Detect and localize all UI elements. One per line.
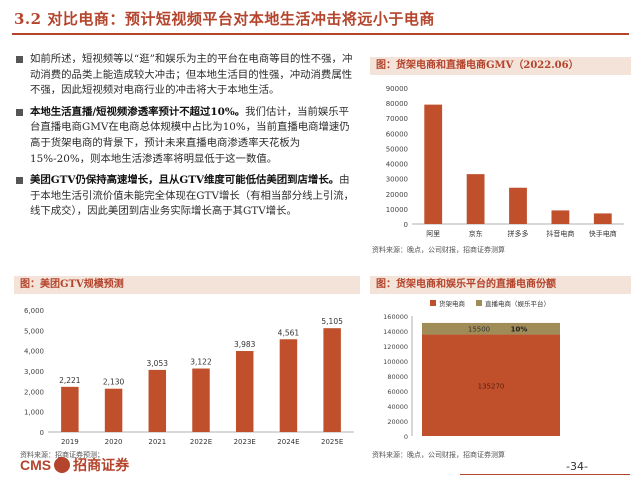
data-label: 3,053	[147, 359, 169, 368]
gtv-chart-title: 图：美团GTV规模预测	[14, 276, 360, 294]
page-number: -34-	[566, 460, 588, 473]
bar-2020	[104, 388, 123, 432]
bullet-item: 本地生活直播/短视频渗透率预计不超过10%。我们估计，当前娱乐平台直播电商GMV…	[16, 105, 358, 167]
bar-京东	[466, 174, 485, 224]
data-label: 2,130	[103, 378, 125, 387]
x-tick-label: 京东	[469, 229, 483, 238]
bar-2023E	[235, 351, 254, 432]
x-tick-label: 2023E	[234, 438, 256, 446]
data-label: 3,122	[190, 358, 212, 367]
data-label: 2,221	[59, 376, 81, 385]
segment-share-label: 10%	[511, 326, 528, 334]
legend-label-live: 直播电商（娱乐平台）	[485, 299, 550, 308]
bullet-list: 如前所述，短视频等以“逛”和娱乐为主的平台在电商等目的性不强，冲动消费的品类上能…	[16, 52, 358, 226]
bullet-text: 由于本地生活引流价值未能完全体现在GTV增长（有相当部分线上引流，线下成交），因…	[30, 174, 355, 218]
y-tick-label: 70000	[386, 115, 408, 123]
gmv-source-note: 资料来源：晚点，公司财报，招商证券测算	[372, 246, 505, 254]
y-tick-label: 50000	[386, 145, 408, 153]
y-tick-label: 0	[404, 433, 408, 441]
square-bullet-icon	[16, 108, 23, 116]
square-bullet-icon	[16, 177, 23, 185]
share-stacked-chart: 货架电商 直播电商（娱乐平台） 0 20000 40000 60000 80000 10000…	[383, 299, 560, 441]
bullet-text: 我们估计，当前娱乐平台直播电商GMV在电商总体规模中占比为10%，当前直播电商增…	[30, 105, 350, 165]
bar-拼多多	[509, 187, 527, 224]
y-tick-label: 20000	[387, 418, 408, 426]
data-label: 4,561	[278, 328, 300, 337]
y-tick-label: 0	[404, 221, 408, 229]
legend-swatch-live	[476, 300, 482, 306]
x-tick-label: 2024E	[277, 438, 299, 446]
y-tick-label: 80000	[386, 100, 408, 108]
x-tick-label: 抖音电商	[546, 229, 574, 238]
page-title: 3.2 对比电商：预计短视频平台对本地生活冲击将远小于电商	[14, 10, 435, 28]
bar-2021	[148, 369, 167, 432]
y-tick-label: 2,000	[24, 388, 44, 396]
bar-阿里	[424, 104, 443, 224]
legend-swatch-shelf	[430, 300, 436, 306]
y-tick-label: 5,000	[24, 327, 44, 335]
y-tick-label: 60000	[387, 388, 408, 396]
y-tick-label: 30000	[386, 176, 408, 184]
y-tick-label: 80000	[387, 373, 408, 381]
bullet-text: 如前所述，短视频等以“逛”和娱乐为主的平台在电商等目的性不强，冲动消费的品类上能…	[30, 53, 353, 97]
cms-logo: CMS 招商证券	[20, 455, 129, 475]
x-tick-label: 2019	[61, 438, 79, 446]
logo-text: CMS	[20, 457, 52, 473]
x-tick-label: 拼多多	[508, 229, 529, 238]
gtv-bar-chart: 0 1,000 2,000 3,000 4,000 5,000 6,000 2,221 2019…	[24, 307, 354, 446]
x-tick-label: 2022E	[190, 438, 212, 446]
y-tick-label: 0	[40, 429, 44, 437]
footer-divider	[460, 474, 630, 475]
y-tick-label: 100000	[383, 358, 408, 366]
share-source-note: 资料来源：晚点，公司财报，招商证券测算	[372, 451, 505, 459]
x-tick-label: 2021	[148, 438, 166, 446]
x-tick-label: 快手电商	[589, 229, 617, 238]
bullet-bold-text: 美团GTV仍保持高速增长，且从GTV维度可能低估美团到店增长。	[30, 174, 340, 187]
bullet-bold-text: 本地生活直播/短视频渗透率预计不超过10%。	[30, 105, 246, 118]
gmv-chart-title: 图：货架电商和直播电商GMV（2022.06）	[370, 57, 631, 75]
bar-2022E	[192, 368, 210, 432]
segment-value-label: 135270	[478, 382, 505, 390]
y-tick-label: 10000	[386, 206, 408, 214]
logo-cn-text: 招商证券	[73, 458, 130, 474]
y-tick-label: 3,000	[24, 368, 44, 376]
bar-2025E	[323, 328, 341, 432]
y-tick-label: 160000	[383, 313, 408, 321]
y-tick-label: 20000	[386, 191, 408, 199]
square-bullet-icon	[16, 56, 23, 63]
stack-segment-1	[422, 322, 560, 335]
y-tick-label: 4,000	[24, 348, 44, 356]
y-tick-label: 1,000	[24, 409, 44, 417]
segment-value-label: 15500	[468, 326, 490, 334]
bullet-item: 美团GTV仍保持高速增长，且从GTV维度可能低估美团到店增长。由于本地生活引流价…	[16, 173, 358, 220]
data-label: 5,105	[321, 317, 343, 326]
gmv-bar-chart: 0 10000 20000 30000 40000 50000 60000 70000 8000…	[386, 85, 624, 238]
data-label: 3,983	[234, 340, 256, 349]
x-tick-label: 2020	[105, 438, 123, 446]
y-tick-label: 40000	[386, 161, 408, 169]
title-divider	[12, 33, 629, 35]
logo-circle-icon	[54, 457, 71, 473]
stack-segment-0	[422, 334, 560, 436]
y-tick-label: 120000	[383, 343, 408, 351]
legend-label-shelf: 货架电商	[439, 299, 466, 308]
y-tick-label: 6,000	[24, 307, 44, 315]
y-tick-label: 60000	[386, 130, 408, 138]
bar-2019	[61, 386, 79, 432]
y-tick-label: 140000	[383, 328, 408, 336]
gtv-source-note: 资料来源：招商证券预测；	[20, 451, 104, 459]
x-tick-label: 阿里	[426, 229, 440, 238]
share-chart-title: 图：货架电商和娱乐平台的直播电商份额	[370, 276, 631, 294]
y-tick-label: 40000	[387, 403, 408, 411]
bullet-item: 如前所述，短视频等以“逛”和娱乐为主的平台在电商等目的性不强，冲动消费的品类上能…	[16, 52, 358, 99]
bar-快手电商	[593, 213, 612, 224]
bar-2024E	[279, 339, 298, 432]
y-tick-label: 90000	[386, 85, 408, 93]
x-tick-label: 2025E	[321, 438, 343, 446]
bar-抖音电商	[551, 210, 570, 224]
